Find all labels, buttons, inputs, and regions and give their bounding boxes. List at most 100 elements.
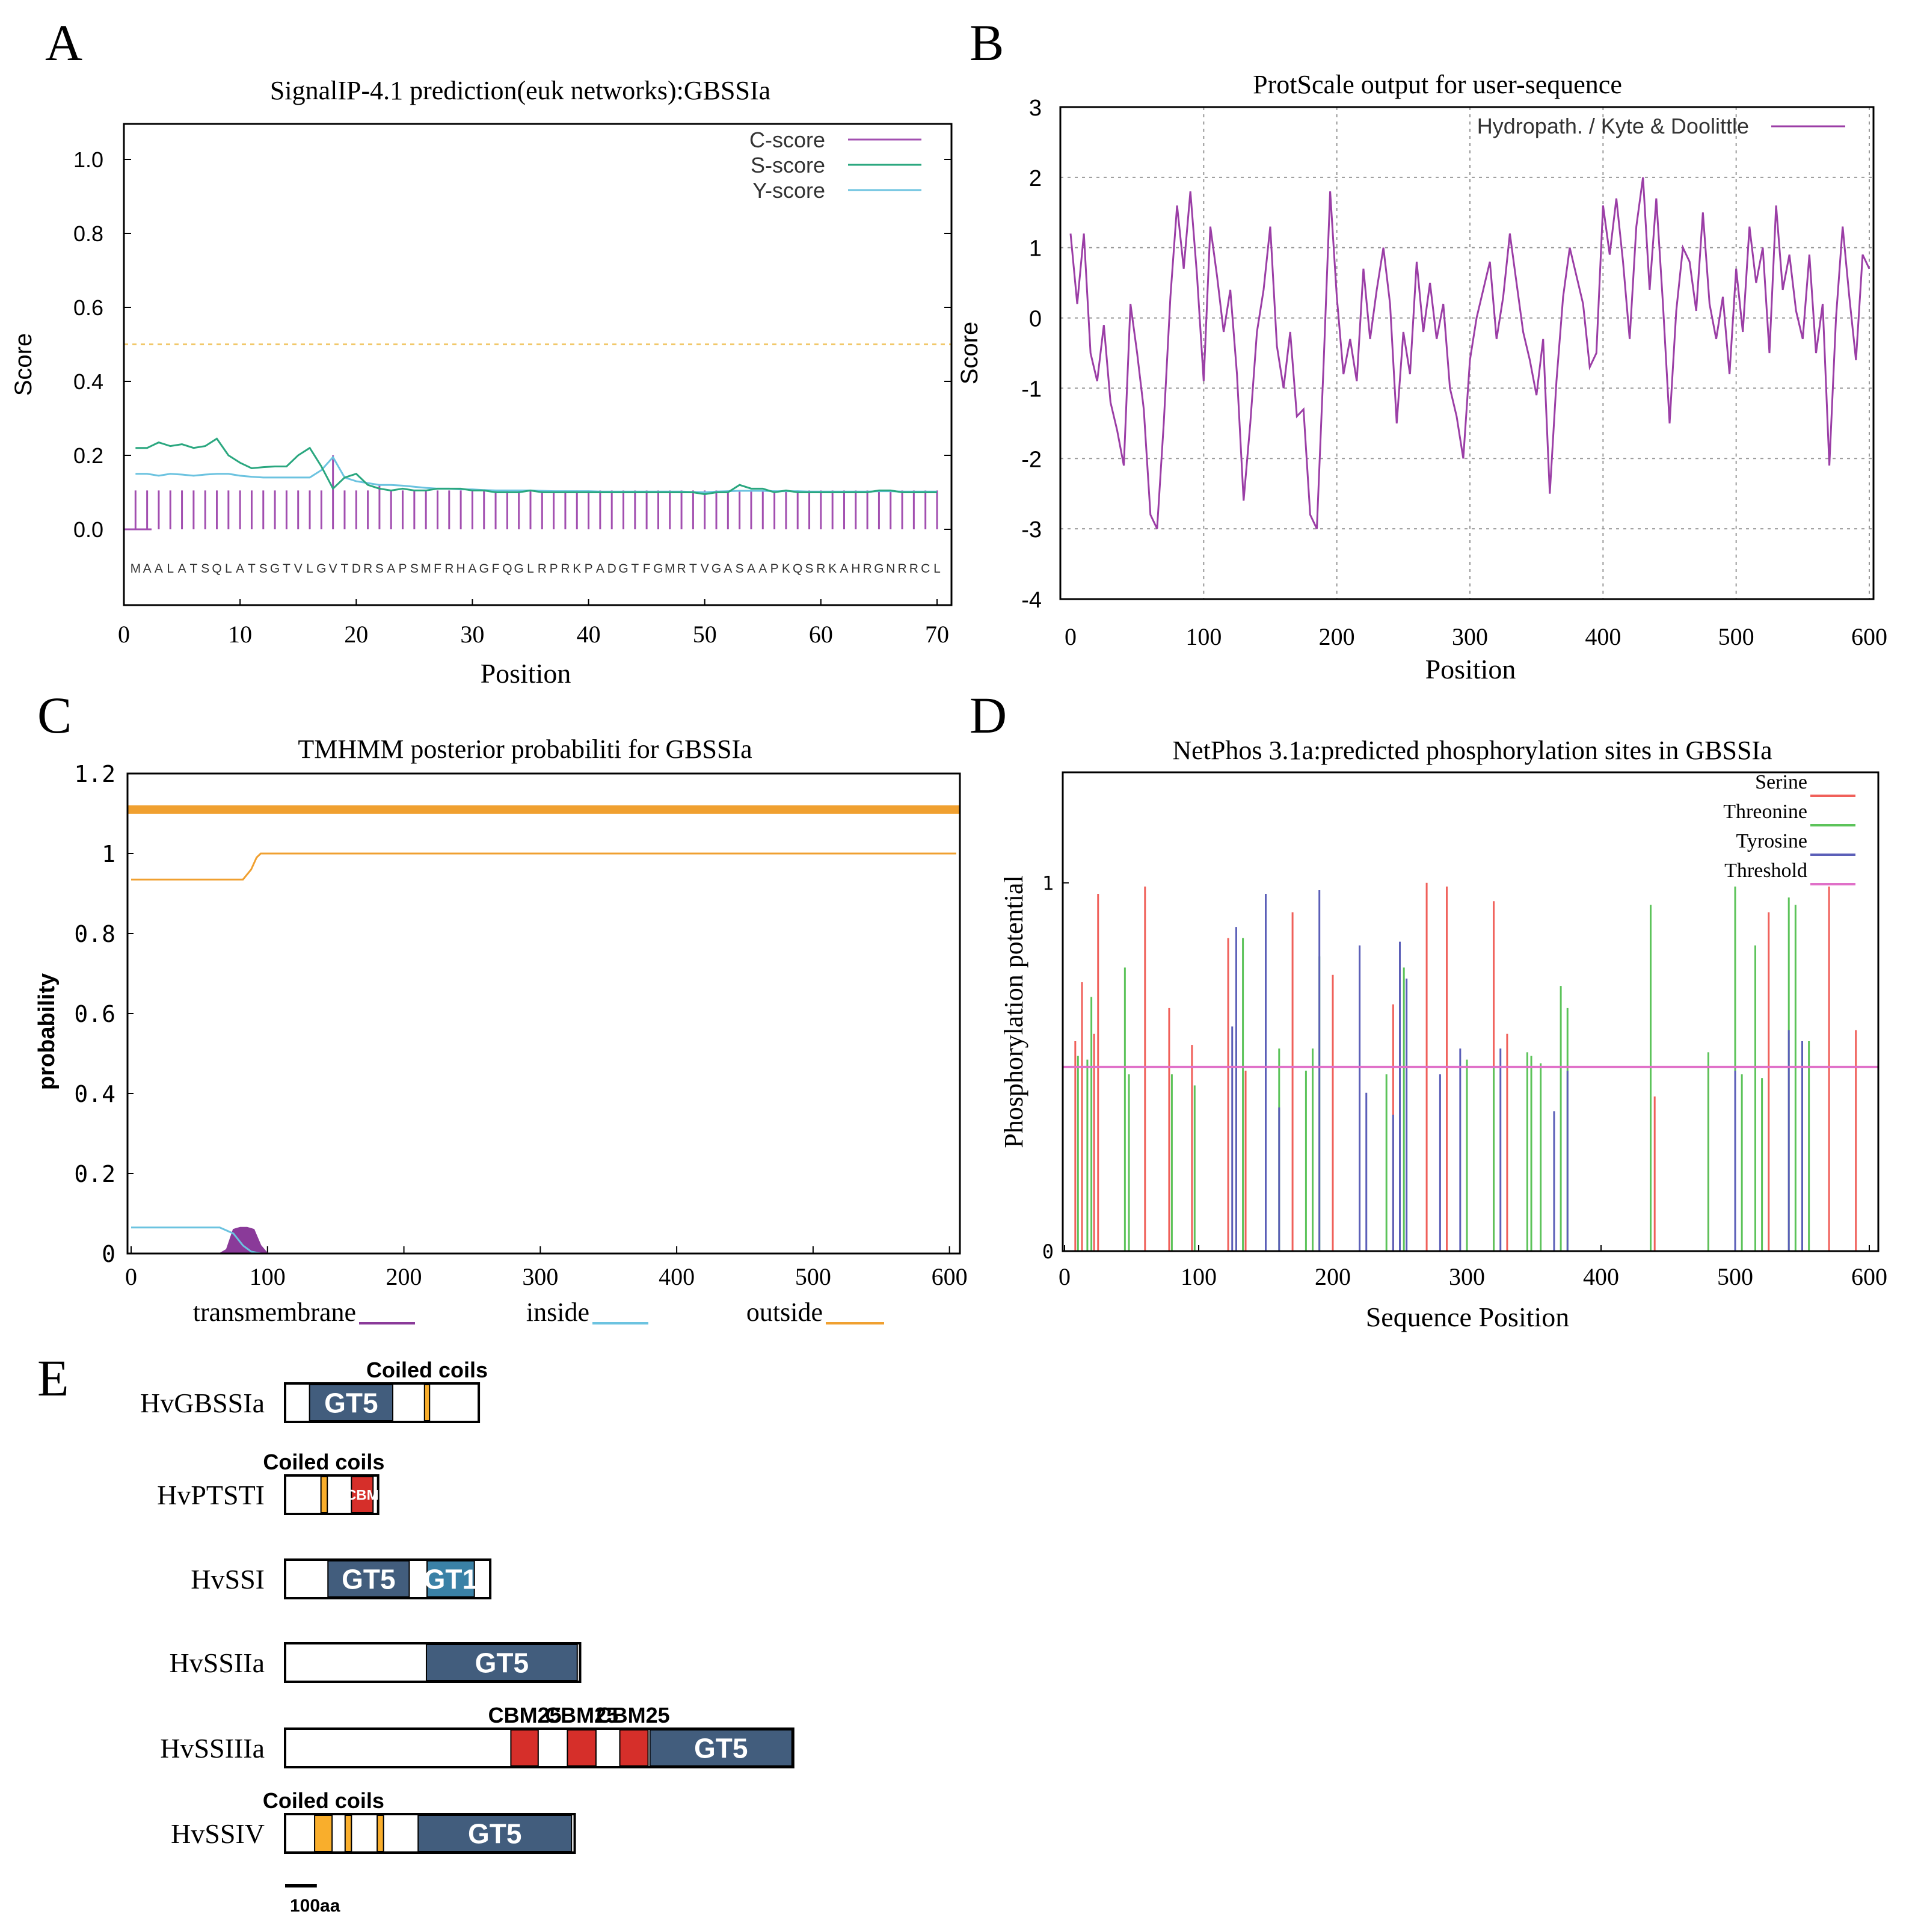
sequence-residue: G [618, 562, 628, 576]
protein-name: HvSSIIIa [160, 1733, 265, 1764]
sequence-residue: D [607, 562, 616, 576]
chart-title-c: TMHMM posterior probabiliti for GBSSIa [298, 734, 752, 764]
y-axis-label-c: probability [34, 973, 60, 1090]
sequence-residue: S [410, 562, 419, 576]
domain-gt5 [425, 1644, 578, 1681]
x-tick-label-d: 500 [1717, 1263, 1753, 1290]
x-tick-label-c: 300 [522, 1263, 558, 1290]
domain-coiled [423, 1384, 431, 1421]
x-tick-label-d: 600 [1851, 1263, 1887, 1290]
sequence-residue: M [665, 562, 675, 576]
x-tick-label-c: 500 [795, 1263, 831, 1290]
panel-label-a: A [45, 14, 82, 72]
sequence-residue: R [816, 562, 825, 576]
domain-gt5 [327, 1560, 410, 1598]
y-tick-label-a: 0.2 [73, 443, 103, 468]
legend-label-a: C-score [749, 128, 825, 152]
legend-label-a: S-score [751, 153, 825, 177]
y-tick-label-c: 0.8 [74, 921, 115, 947]
s-score-line [135, 437, 937, 496]
sequence-residue: T [283, 562, 290, 576]
sequence-residue: R [863, 562, 872, 576]
plot-frame-d [1062, 771, 1880, 1252]
domain-label: GT5 [324, 1388, 378, 1419]
x-tick-label-d: 0 [1059, 1263, 1071, 1290]
sequence-residue: A [143, 562, 152, 576]
protein-name: HvSSI [191, 1564, 265, 1595]
sequence-residue: A [387, 562, 395, 576]
panel-label-b: B [970, 14, 1004, 72]
protein-name: HvPTSTI [157, 1480, 265, 1510]
domain-annotation: Coiled coils [263, 1450, 384, 1474]
x-tick-label-a: 20 [344, 621, 368, 648]
sequence-residue: A [724, 562, 732, 576]
sequence-residue: S [201, 562, 209, 576]
panel-b: B ProtScale output for user-sequence 0 10… [956, 14, 1887, 685]
domain-cbm [351, 1476, 374, 1513]
x-tick-label-b: 100 [1185, 623, 1222, 650]
y-tick-label-c: 0.4 [74, 1081, 115, 1107]
panel-label-c: C [37, 686, 72, 744]
domain-annotation: CBM25 [597, 1703, 670, 1727]
chart-title-b: ProtScale output for user-sequence [1253, 70, 1622, 99]
domain-label: GT5 [342, 1564, 395, 1595]
y-tick-label-c: 1.2 [74, 761, 115, 787]
domain-annotation: CBM25 [545, 1703, 618, 1727]
x-tick-label-c: 400 [659, 1263, 695, 1290]
sequence-residue: R [363, 562, 372, 576]
x-tick-label-a: 70 [925, 621, 949, 648]
sequence-residue: A [236, 562, 244, 576]
x-tick-label-c: 600 [932, 1263, 968, 1290]
x-tick-label-a: 10 [228, 621, 252, 648]
legend-label-c: outside [746, 1297, 823, 1327]
domain-annotation: Coiled coils [263, 1788, 384, 1813]
sequence-residue: V [294, 562, 303, 576]
domain-coiled [314, 1815, 333, 1852]
sequence-residue: A [747, 562, 755, 576]
x-axis-label-b: Position [1425, 654, 1516, 685]
legend-label-b: Hydropath. / Kyte & Doolittle [1477, 114, 1749, 138]
chart-title-a: SignalIP-4.1 prediction(euk networks):GB… [270, 76, 770, 105]
sequence-residue: R [444, 562, 453, 576]
protein-name: HvGBSSIa [140, 1388, 265, 1418]
legend-label-d: Serine [1755, 771, 1807, 793]
sequence-residue: T [631, 562, 639, 576]
sequence-residue: H [851, 562, 860, 576]
sequence-residue: A [178, 562, 186, 576]
sequence-residue: A [468, 562, 476, 576]
x-tick-label-d: 200 [1315, 1263, 1351, 1290]
sequence-residue: R [561, 562, 570, 576]
domain-label: GT5 [694, 1733, 748, 1764]
sequence-residue: R [677, 562, 686, 576]
y-tick-label-b: -1 [1021, 377, 1042, 402]
y-tick-label-c: 0.2 [74, 1161, 115, 1187]
sequence-residue: L [933, 562, 941, 576]
panel-label-d: D [970, 686, 1007, 744]
y-tick-label-b: -3 [1021, 517, 1042, 543]
x-axis-label-d: Sequence Position [1366, 1302, 1570, 1332]
x-tick-label-b: 400 [1585, 623, 1621, 650]
sequence-residue: S [805, 562, 814, 576]
sequence-residue: G [874, 562, 884, 576]
y-tick-label-b: 2 [1029, 166, 1042, 191]
sequence-residue: P [550, 562, 558, 576]
sequence-residue: P [585, 562, 593, 576]
sequence-residue: L [306, 562, 313, 576]
y-tick-label-c: 1 [102, 841, 115, 867]
panel-e: E HvGBSSIa GT5 Coiled coils HvPTSTI CBM Coile… [37, 1349, 795, 1916]
panel-label-e: E [37, 1349, 69, 1407]
legend-label-d: Tyrosine [1736, 830, 1808, 852]
panel-c: C TMHMM posterior probabiliti for GBSSIa… [34, 686, 968, 1327]
domain-annotation: CBM25 [488, 1703, 562, 1727]
y-tick-label-b: 0 [1029, 307, 1042, 332]
sequence-residue: Q [793, 562, 802, 576]
x-tick-label-c: 200 [386, 1263, 422, 1290]
sequence-residue: A [758, 562, 767, 576]
domain-cbm [619, 1729, 649, 1767]
sequence-residue: F [434, 562, 441, 576]
x-tick-label-d: 100 [1181, 1263, 1217, 1290]
y-tick-label-b: -4 [1021, 588, 1042, 613]
y-score-line [135, 455, 937, 494]
legend-label-a: Y-score [752, 178, 825, 203]
plot-frame-a [123, 123, 953, 606]
